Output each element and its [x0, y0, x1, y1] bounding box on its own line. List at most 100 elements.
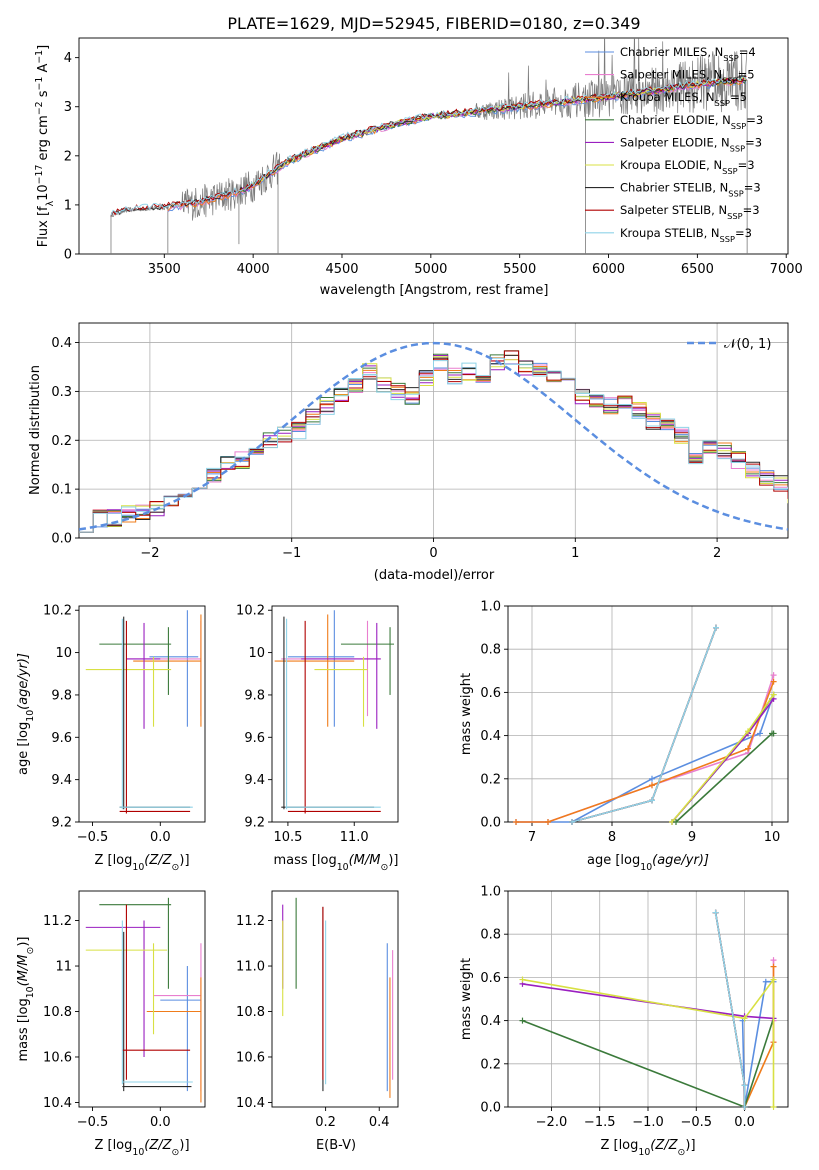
series-marker-sm	[770, 672, 777, 679]
x-tick-label: 6000	[592, 262, 625, 277]
series-line-cs	[571, 627, 717, 823]
series-marker-ce	[770, 730, 777, 737]
x-axis-label: age [log10(age/yr)]	[587, 853, 709, 873]
y-tick-label: 0.8	[480, 643, 501, 658]
y-axis-label-part: ⊙	[25, 947, 36, 955]
axes-layer: 3500 4000 4500 5000 5500 6000 6500 7000 0 1 2 3 4 Cha…	[16, 37, 803, 1158]
series-marker-ks	[649, 797, 655, 804]
spectrum-lines	[110, 38, 748, 254]
x-tick-label: 4000	[237, 262, 270, 277]
data-point	[281, 620, 381, 717]
x-tick-label: 10.5	[273, 830, 302, 845]
legend-entry: Salpeter MILES, NSSP=5	[620, 68, 755, 86]
legend-entry: Salpeter STELIB, NSSP=3	[620, 203, 760, 221]
data-point	[119, 616, 191, 810]
data-point	[85, 656, 172, 727]
x-axis-label-part: )]	[179, 1138, 189, 1153]
data-point	[160, 966, 201, 1092]
y-tick-label: 1.0	[480, 600, 501, 615]
x-axis-label: mass [log10(M/M⊙)]	[274, 853, 399, 873]
x-axis-label: wavelength [Angstrom, rest frame]	[320, 283, 549, 298]
errorbars-mass_vs_ebv	[282, 897, 394, 1098]
x-axis-label-part: mass [log	[274, 853, 337, 868]
legend-entry-part: Chabrier MILES, N	[620, 45, 723, 59]
axes-mass_weight_vs_Z: −2.0 −1.5 −1.0 −0.5 0.0 0.0 0.2 0.4 0.6 0.8 1.0 Z […	[459, 885, 789, 1158]
legend-entry: Kroupa MILES, NSSP=5	[620, 90, 747, 108]
x-tick-label: 11.0	[340, 830, 369, 845]
legend-entry-part: Salpeter ELODIE, N	[620, 135, 730, 149]
y-axis-label: Flux [fλ10−17 erg cm−2 s−1 A−1]	[34, 45, 56, 247]
series-marker-ke	[770, 976, 777, 983]
x-axis-label-part: ⊙	[172, 862, 180, 873]
axes-mass_vs_ebv: 0.2 0.4 10.4 10.6 10.8 11.0 11.2 E(B-V)	[236, 890, 399, 1153]
y-axis-label-part: −1	[34, 77, 45, 91]
x-axis-label-part: )]	[685, 1138, 695, 1153]
legend-entry-part: SSP	[715, 98, 730, 108]
data-point	[274, 614, 355, 727]
legend-entry-part: SSP	[720, 234, 735, 244]
x-axis-label-part: 10	[132, 862, 144, 873]
model-spectrum-line-cm	[167, 79, 747, 213]
plot-frame	[271, 890, 399, 1108]
series-marker-km	[770, 678, 777, 685]
x-tick-label: 5000	[414, 262, 447, 277]
series-marker-ke	[745, 728, 751, 735]
y-tick-label: 10.6	[236, 1050, 265, 1065]
y-axis-label-part: (age/yr)]	[16, 653, 31, 710]
series-marker-ks	[741, 1104, 748, 1110]
plot-frame	[78, 890, 206, 1108]
series-line-ke	[522, 977, 775, 1107]
legend-entry-part: =3	[745, 135, 762, 149]
x-tick-label: 10	[764, 830, 781, 845]
y-axis-label-part: −2	[34, 101, 45, 115]
y-tick-label: 10.4	[43, 1096, 72, 1111]
x-tick-label: 7000	[770, 262, 803, 277]
y-axis-label-part: Flux [f	[36, 206, 51, 247]
y-tick-label: 0.2	[51, 434, 72, 449]
series-line-ks	[714, 912, 746, 1107]
y-tick-label: 9.4	[244, 773, 265, 788]
y-tick-label: 0.1	[51, 483, 72, 498]
lines-mass_weight_vs_Z	[519, 909, 777, 1110]
series-line-cm	[741, 980, 774, 1108]
series-marker-sm	[770, 957, 777, 964]
figure-title: PLATE=1629, MJD=52945, FIBERID=0180, z=0…	[227, 14, 640, 33]
x-tick-label: −0.5	[77, 830, 109, 845]
y-axis-label: mass [log10(M/M⊙)]	[16, 937, 36, 1062]
x-axis-label-part: 10	[337, 862, 349, 873]
series-marker-ks	[569, 819, 575, 825]
series-marker-ke	[770, 691, 777, 698]
y-tick-label: 9.2	[51, 816, 72, 831]
legend-entry-part: Kroupa MILES, N	[620, 90, 715, 104]
y-tick-label: 10.8	[43, 1005, 72, 1020]
histogram-ks	[79, 357, 788, 533]
data-point	[287, 620, 381, 814]
plot-frame	[78, 605, 206, 823]
data-point	[85, 920, 161, 1057]
legend-entry: 𝒩(0, 1)	[724, 337, 771, 352]
x-tick-label: −2.0	[536, 1115, 568, 1130]
y-axis-label-part: mass [log	[16, 998, 31, 1061]
legend-entry-part: SSP	[728, 189, 743, 199]
y-tick-label: 11.0	[236, 960, 265, 975]
legend-entry-part: =5	[738, 68, 755, 82]
series-line-ks	[571, 627, 717, 823]
model-spectrum-line-ks	[110, 75, 747, 216]
x-tick-label: 5500	[503, 262, 536, 277]
x-tick-label: 0	[429, 546, 437, 561]
model-spectrum-line-ce	[238, 78, 747, 195]
x-tick-label: −0.5	[77, 1115, 109, 1130]
y-tick-label: 0.6	[480, 971, 501, 986]
series-marker-km	[770, 963, 777, 970]
data-point	[119, 618, 193, 810]
data-point	[99, 627, 172, 695]
x-tick-label: 0.0	[150, 830, 171, 845]
data-point	[122, 904, 191, 1080]
data-point	[153, 943, 202, 1092]
x-tick-label: −0.5	[680, 1115, 712, 1130]
series-marker-km	[545, 819, 551, 825]
axes-spectrum: 3500 4000 4500 5000 5500 6000 6500 7000 0 1 2 3 4 Cha…	[34, 37, 803, 298]
x-axis-label-part: 10	[638, 1147, 650, 1158]
